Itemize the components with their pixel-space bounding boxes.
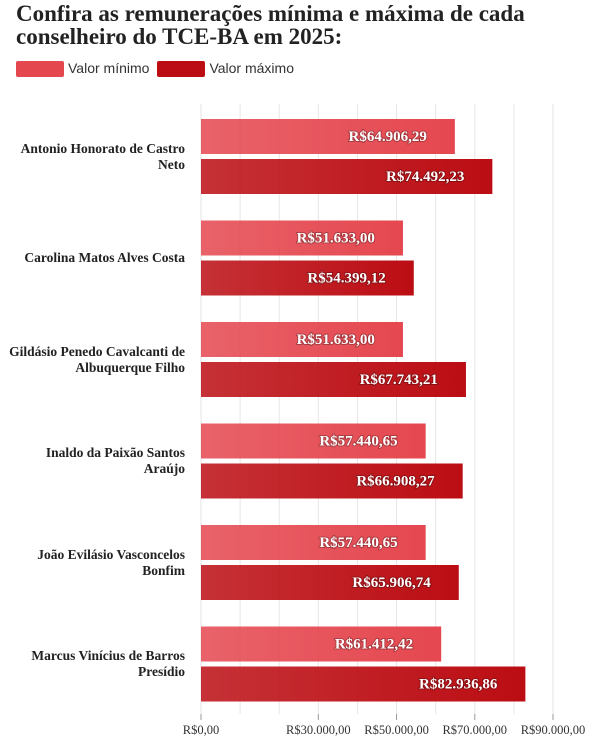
value-label: R$61.412,42 — [335, 636, 413, 652]
category-label: Marcus Vinícius de Barros Presídio — [31, 648, 185, 679]
category-label: Antonio Honorato de Castro Neto — [20, 140, 185, 172]
bar — [201, 220, 403, 256]
value-label: R$82.936,86 — [419, 676, 498, 692]
legend-swatch — [16, 61, 64, 78]
value-label: R$65.906,74 — [352, 575, 431, 591]
value-label: R$67.743,21 — [360, 372, 438, 388]
x-tick-label: R$90.000,00 — [521, 723, 586, 737]
bar — [201, 463, 463, 499]
value-label: R$51.633,00 — [297, 230, 375, 246]
legend-item: Valor mínimo — [16, 60, 150, 78]
bar — [201, 119, 455, 154]
legend-label: Valor máximo — [209, 60, 294, 76]
bar — [201, 626, 442, 662]
x-tick-label: R$70.000,00 — [442, 723, 507, 737]
bar — [201, 362, 466, 397]
value-label: R$74.492,23 — [386, 169, 464, 185]
bar — [201, 159, 493, 194]
legend-swatch — [157, 61, 206, 78]
bar — [201, 260, 414, 296]
legend-item: Valor máximo — [157, 60, 294, 78]
bar — [201, 666, 526, 702]
category-label: Gildásio Penedo Cavalcanti de Albuquerqu… — [9, 343, 185, 375]
legend-label: Valor mínimo — [68, 60, 150, 76]
category-label: João Evilásio Vasconcelos Bonfim — [37, 546, 185, 578]
bar — [201, 525, 426, 560]
legend: Valor mínimo Valor máximo — [16, 60, 294, 78]
x-tick-label: R$50.000,00 — [364, 723, 429, 737]
value-label: R$51.633,00 — [297, 332, 375, 348]
chart-title: Confira as remunerações mínima e máxima … — [16, 1, 525, 49]
value-label: R$64.906,29 — [349, 129, 427, 145]
value-label: R$54.399,12 — [307, 270, 385, 286]
bar — [201, 565, 459, 600]
bar — [201, 322, 403, 357]
bar — [201, 423, 426, 459]
value-label: R$66.908,27 — [356, 473, 435, 489]
category-label: Inaldo da Paixão Santos Araújo — [45, 445, 185, 476]
category-label: Carolina Matos Alves Costa — [24, 250, 185, 265]
x-tick-label: R$30.000,00 — [286, 723, 351, 737]
x-tick-label: R$0,00 — [183, 723, 219, 737]
value-label: R$57.440,65 — [319, 535, 397, 551]
value-label: R$57.440,65 — [319, 433, 397, 449]
